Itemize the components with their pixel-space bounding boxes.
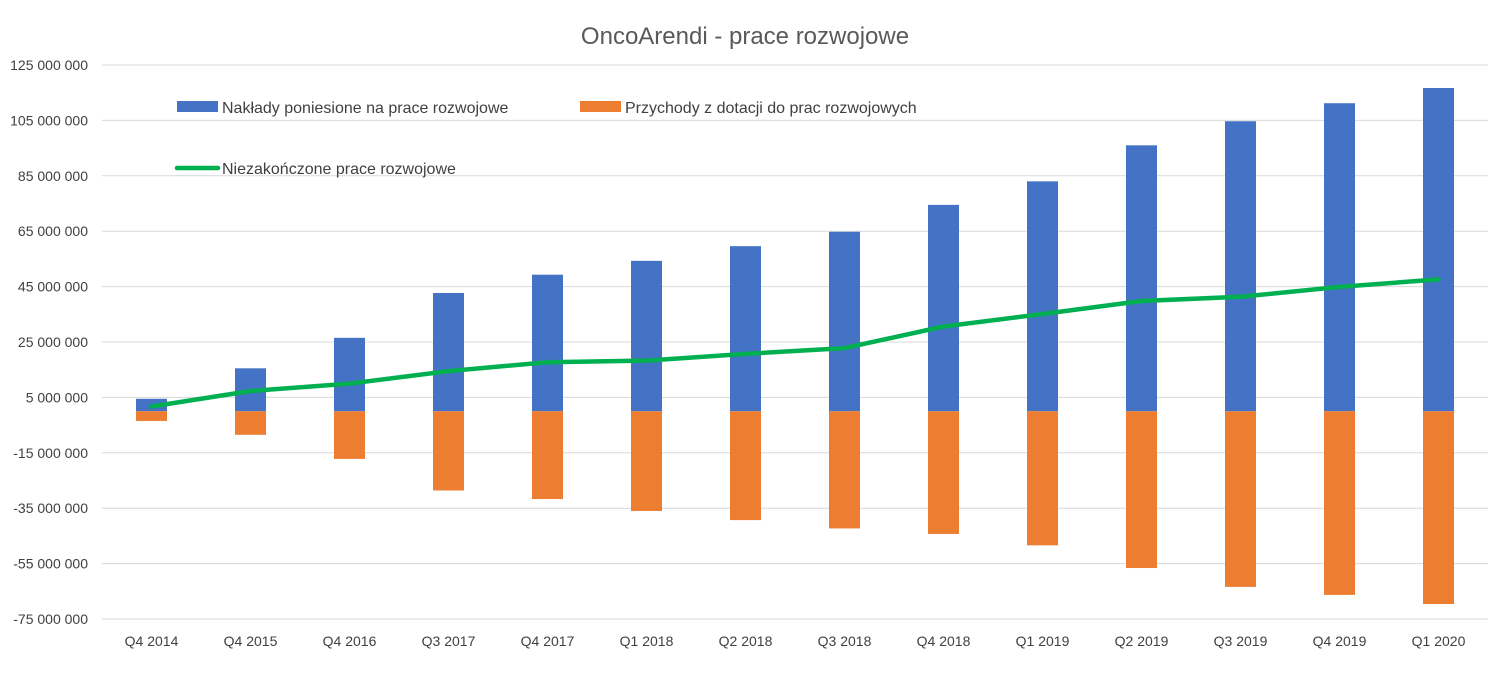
bar-przychody bbox=[532, 411, 563, 500]
line-niezakonczone bbox=[149, 277, 1441, 409]
bar-naklady bbox=[730, 246, 761, 412]
y-tick-label: -55 000 000 bbox=[13, 556, 88, 572]
y-tick-label: 125 000 000 bbox=[10, 57, 88, 73]
bar-naklady bbox=[433, 292, 464, 412]
bar-przychody bbox=[1027, 411, 1058, 546]
y-tick-label: 5 000 000 bbox=[26, 389, 88, 405]
legend-label: Nakłady poniesione na prace rozwojowe bbox=[222, 100, 508, 117]
x-tick-label: Q1 2019 bbox=[1016, 633, 1070, 649]
bar-naklady bbox=[928, 204, 959, 412]
legend: Nakłady poniesione na prace rozwojowe Prz… bbox=[174, 100, 917, 178]
gridlines bbox=[102, 64, 1488, 620]
bar-naklady bbox=[1324, 103, 1355, 412]
bar-przychody bbox=[730, 411, 761, 521]
x-tick-label: Q4 2014 bbox=[125, 633, 179, 649]
bar-naklady bbox=[1423, 87, 1454, 412]
bar-naklady bbox=[532, 274, 563, 412]
y-tick-label: 105 000 000 bbox=[10, 112, 88, 128]
bar-naklady bbox=[1225, 121, 1256, 412]
x-tick-label: Q1 2020 bbox=[1412, 633, 1466, 649]
bar-przychody bbox=[334, 411, 365, 459]
legend-label: Przychody z dotacji do prac rozwojowych bbox=[625, 100, 917, 117]
x-tick-label: Q4 2019 bbox=[1313, 633, 1367, 649]
x-axis-ticks: Q4 2014 Q4 2015 Q4 2016 Q3 2017 Q4 2017 Q1 20… bbox=[125, 633, 1466, 649]
bar-przychody bbox=[235, 411, 266, 435]
y-tick-label: 65 000 000 bbox=[18, 223, 88, 239]
x-tick-label: Q2 2018 bbox=[719, 633, 773, 649]
bar-przychody bbox=[631, 411, 662, 511]
x-tick-label: Q1 2018 bbox=[620, 633, 674, 649]
bar-naklady bbox=[1027, 181, 1058, 412]
legend-swatch bbox=[177, 101, 218, 112]
bar-przychody bbox=[136, 411, 167, 421]
bar-przychody bbox=[1423, 411, 1454, 605]
bar-naklady bbox=[334, 337, 365, 412]
bar-naklady bbox=[829, 231, 860, 412]
bar-przychody bbox=[1126, 411, 1157, 569]
x-tick-label: Q2 2019 bbox=[1115, 633, 1169, 649]
x-tick-label: Q4 2018 bbox=[917, 633, 971, 649]
x-tick-label: Q3 2019 bbox=[1214, 633, 1268, 649]
chart-title: OncoArendi - prace rozwojowe bbox=[581, 23, 909, 50]
y-tick-label: 85 000 000 bbox=[18, 168, 88, 184]
bar-przychody bbox=[928, 411, 959, 534]
line-series bbox=[149, 277, 1441, 409]
bars bbox=[136, 87, 1454, 605]
y-tick-label: 25 000 000 bbox=[18, 334, 88, 350]
bar-przychody bbox=[433, 411, 464, 491]
bar-przychody bbox=[1225, 411, 1256, 587]
legend-swatch bbox=[580, 101, 621, 112]
y-axis-ticks: 125 000 000 105 000 000 85 000 000 65 000 0… bbox=[10, 57, 88, 627]
bar-przychody bbox=[1324, 411, 1355, 595]
y-tick-label: -75 000 000 bbox=[13, 611, 88, 627]
y-tick-label: 45 000 000 bbox=[18, 279, 88, 295]
legend-label: Niezakończone prace rozwojowe bbox=[222, 161, 456, 178]
x-tick-label: Q3 2018 bbox=[818, 633, 872, 649]
x-tick-label: Q4 2016 bbox=[323, 633, 377, 649]
bar-naklady bbox=[631, 260, 662, 412]
x-tick-label: Q4 2017 bbox=[521, 633, 575, 649]
bar-przychody bbox=[829, 411, 860, 529]
bar-naklady bbox=[1126, 145, 1157, 412]
x-tick-label: Q3 2017 bbox=[422, 633, 476, 649]
y-tick-label: -35 000 000 bbox=[13, 500, 88, 516]
y-tick-label: -15 000 000 bbox=[13, 445, 88, 461]
x-tick-label: Q4 2015 bbox=[224, 633, 278, 649]
